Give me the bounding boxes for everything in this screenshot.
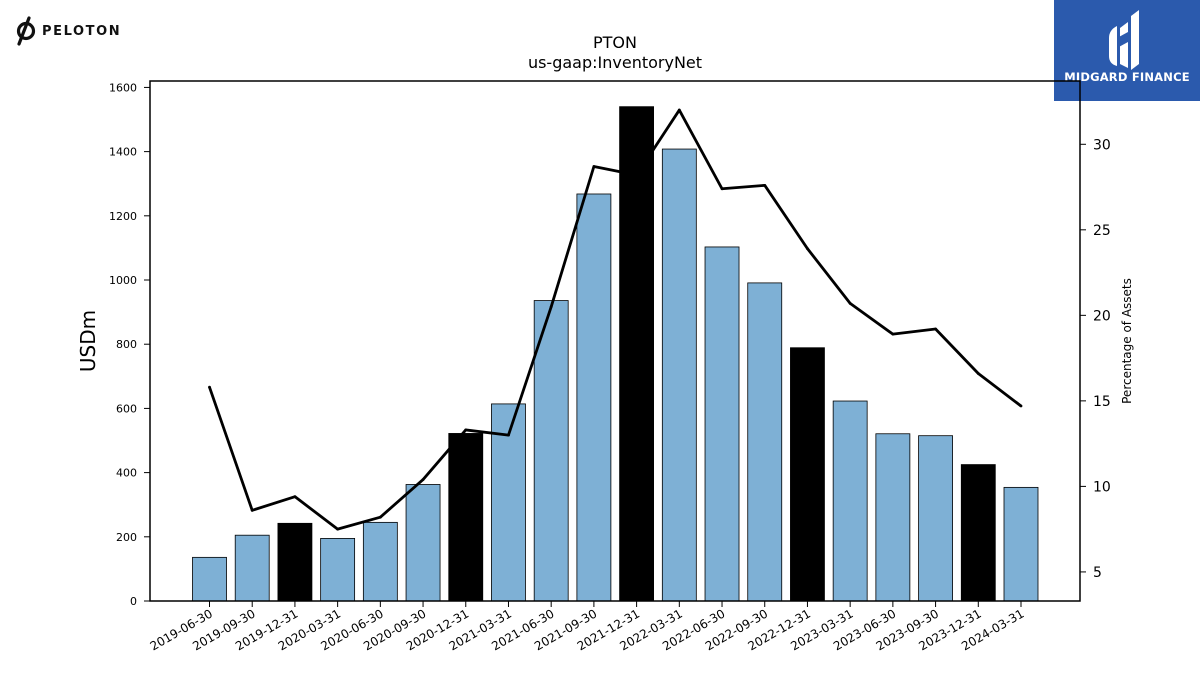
line-point-2022-09-30 xyxy=(763,183,767,187)
peloton-logo-icon xyxy=(16,16,36,46)
y-axis-label: USDm xyxy=(76,310,100,372)
line-point-2022-06-30 xyxy=(720,187,724,191)
line-point-2023-09-30 xyxy=(934,327,937,331)
line-point-2022-03-31 xyxy=(677,108,681,112)
line-point-2023-06-30 xyxy=(891,332,895,336)
y-tick-label: 200 xyxy=(116,531,137,544)
bar-2020-03-31 xyxy=(320,538,356,602)
y2-axis-label: Percentage of Assets xyxy=(1120,278,1134,404)
y-tick-label: 400 xyxy=(116,467,137,480)
y2-tick-label: 25 xyxy=(1093,223,1111,239)
plot-frame xyxy=(149,80,1081,602)
line-point-2020-03-31 xyxy=(336,527,340,531)
y-tick-label: 800 xyxy=(116,338,137,351)
bar-2022-03-31 xyxy=(661,148,697,602)
bar-2020-12-31 xyxy=(448,433,484,602)
line-point-2021-09-30 xyxy=(592,165,596,168)
bar-2019-06-30 xyxy=(192,556,227,602)
line-point-2020-06-30 xyxy=(378,515,382,519)
bar-2023-06-30 xyxy=(875,433,911,602)
bar-2022-09-30 xyxy=(747,282,783,602)
line-point-2024-03-31 xyxy=(1019,404,1023,408)
bar-2021-12-31 xyxy=(619,106,655,602)
y-tick-label: 1400 xyxy=(109,146,137,159)
bar-2021-06-30 xyxy=(533,300,569,602)
peloton-logo-text: PELOTON xyxy=(42,23,122,39)
y2-tick-label: 10 xyxy=(1093,479,1111,495)
bar-2020-09-30 xyxy=(405,484,441,602)
bar-2019-12-31 xyxy=(277,522,313,602)
midgard-finance-logo-icon xyxy=(1109,10,1139,70)
bar-2023-09-30 xyxy=(918,435,953,602)
line-point-2019-06-30 xyxy=(208,385,211,389)
y-tick-label: 1000 xyxy=(109,274,137,287)
percentage-of-assets-line xyxy=(208,108,1022,531)
bar-2024-03-31 xyxy=(1003,486,1039,602)
bar-2022-12-31 xyxy=(790,347,825,602)
line-point-2023-03-31 xyxy=(848,301,852,305)
y2-tick-label: 30 xyxy=(1093,137,1111,153)
line-point-2019-12-31 xyxy=(293,495,297,499)
line-point-2019-09-30 xyxy=(250,508,254,512)
y2-tick-label: 5 xyxy=(1093,565,1102,581)
chart-title: PTON xyxy=(593,33,637,52)
y-tick-label: 1600 xyxy=(109,81,137,94)
line-point-2023-12-31 xyxy=(976,372,980,375)
bar-2019-09-30 xyxy=(234,534,270,602)
line-point-2021-03-31 xyxy=(507,433,510,437)
line-point-2021-06-30 xyxy=(549,305,553,309)
line-point-2022-12-31 xyxy=(806,247,809,251)
bar-2021-03-31 xyxy=(491,403,526,602)
line-point-2020-12-31 xyxy=(464,428,468,432)
bar-2023-03-31 xyxy=(832,400,868,602)
line-point-2020-09-30 xyxy=(421,478,425,481)
chart-subtitle: us-gaap:InventoryNet xyxy=(528,53,702,72)
midgard-finance-logo: MIDGARD FINANCE xyxy=(1054,0,1200,101)
y-tick-label: 0 xyxy=(130,595,137,608)
bar-2023-12-31 xyxy=(960,464,996,602)
peloton-logo: PELOTON xyxy=(14,14,134,48)
y-tick-label: 1200 xyxy=(109,210,137,223)
bar-2020-06-30 xyxy=(362,521,398,602)
y2-tick-label: 20 xyxy=(1093,308,1111,324)
y2-tick-label: 15 xyxy=(1093,394,1111,410)
midgard-finance-logo-text: MIDGARD FINANCE xyxy=(1064,70,1190,84)
line-point-2021-12-31 xyxy=(635,173,639,177)
bar-2022-06-30 xyxy=(704,246,740,602)
bar-2021-09-30 xyxy=(576,193,612,602)
y-tick-label: 600 xyxy=(116,402,137,415)
